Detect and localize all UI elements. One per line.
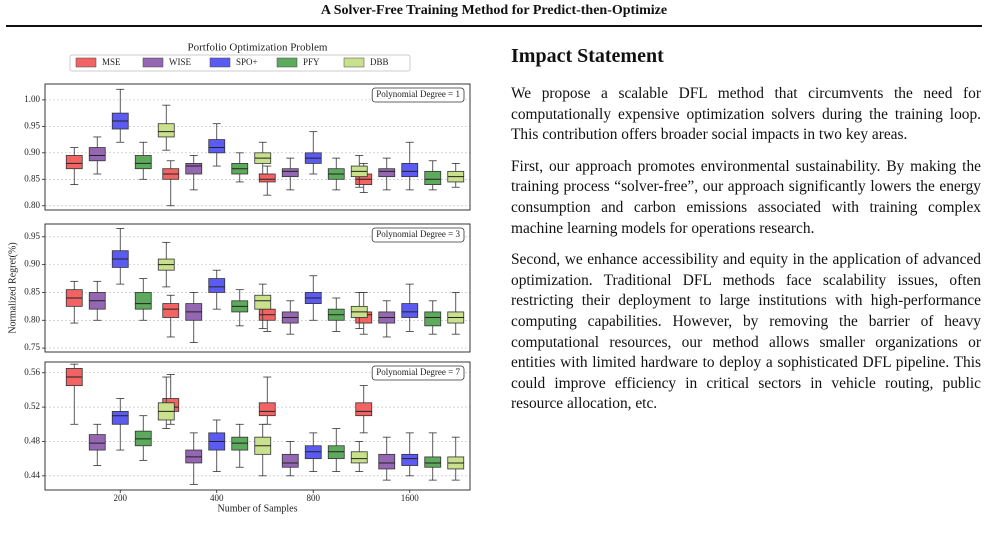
y-tick-label: 0.90 (24, 147, 40, 157)
legend-swatch (276, 57, 298, 68)
legend-label: DBB (370, 57, 389, 67)
annotation-box (371, 87, 465, 103)
box (424, 170, 442, 185)
panel-annotation: Polynomial Degree = 1 (376, 89, 460, 99)
x-tick-label: 200 (114, 493, 128, 503)
legend-label: PFY (303, 57, 320, 67)
impact-section: Impact Statement We propose a scalable D… (511, 42, 981, 426)
y-tick-label: 0.44 (24, 470, 40, 480)
box (88, 434, 106, 451)
legend-swatch (75, 57, 97, 68)
box (401, 303, 419, 318)
legend-label: SPO+ (236, 57, 258, 67)
box (281, 168, 299, 178)
x-axis-label: Number of Samples (218, 503, 298, 514)
panel-annotation: Polynomial Degree = 7 (376, 367, 460, 377)
box (281, 453, 299, 468)
y-tick-label: 0.52 (24, 401, 40, 411)
y-tick-label: 0.80 (24, 200, 40, 210)
legend-label: MSE (102, 57, 121, 67)
box (88, 147, 106, 162)
x-tick-label: 400 (210, 493, 224, 503)
box (134, 155, 152, 170)
box (350, 451, 368, 464)
y-tick-label: 0.48 (24, 436, 40, 446)
y-tick-label: 0.80 (24, 314, 40, 324)
box (424, 456, 442, 468)
header-rule (6, 25, 982, 27)
box (401, 163, 419, 178)
legend-label: WISE (169, 57, 191, 67)
box (378, 453, 396, 470)
legend-swatch (209, 57, 231, 68)
x-tick-label: 800 (307, 493, 321, 503)
y-axis-label: Normalized Regret(%) (7, 242, 18, 333)
annotation-box (371, 365, 465, 381)
box (208, 139, 226, 154)
box (258, 173, 276, 183)
legend-swatch (343, 57, 365, 68)
figure: Portfolio Optimization Problem MSE WISE SPO… (7, 42, 471, 514)
box (111, 410, 129, 425)
panel-annotation: Polynomial Degree = 3 (376, 229, 460, 239)
paragraph: We propose a scalable DFL method that ci… (511, 85, 981, 144)
y-tick-label: 0.95 (24, 231, 40, 241)
plot-frame (44, 223, 471, 353)
box (378, 168, 396, 178)
box (134, 292, 152, 310)
running-header: A Solver-Free Training Method for Predic… (320, 3, 668, 18)
plot-frame (44, 361, 471, 491)
box (157, 123, 175, 138)
box (355, 402, 373, 417)
box (258, 402, 276, 417)
paragraph: First, our approach promotes environment… (511, 157, 981, 237)
plot-frame (44, 83, 471, 211)
y-tick-label: 0.85 (24, 287, 40, 297)
annotation-box (371, 227, 465, 243)
box (185, 163, 203, 175)
section-heading: Impact Statement (511, 45, 664, 67)
legend-swatch (142, 57, 164, 68)
figure-title: Portfolio Optimization Problem (188, 42, 328, 54)
x-tick-label: 1600 (401, 493, 420, 503)
y-tick-label: 1.00 (24, 94, 40, 104)
box (401, 453, 419, 466)
box (254, 294, 272, 310)
box (162, 303, 180, 318)
y-tick-label: 0.95 (24, 120, 40, 130)
y-tick-label: 0.75 (24, 342, 40, 352)
y-tick-label: 0.90 (24, 259, 40, 269)
y-tick-label: 0.85 (24, 173, 40, 183)
y-tick-label: 0.56 (24, 367, 40, 377)
box (65, 155, 83, 170)
box (424, 311, 442, 327)
box (208, 278, 226, 293)
paragraph: Second, we enhance accessibility and equ… (511, 251, 981, 413)
